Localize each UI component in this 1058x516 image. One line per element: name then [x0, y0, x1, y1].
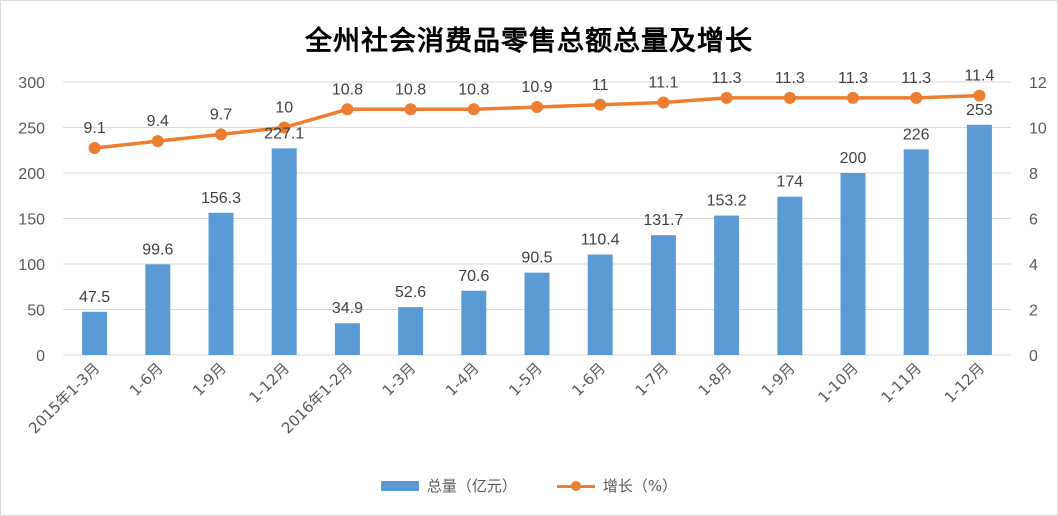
bar — [461, 290, 487, 355]
y-left-tick-label: 150 — [18, 212, 45, 229]
y-left-tick-label: 200 — [18, 166, 45, 183]
bar — [271, 148, 297, 355]
line-point — [720, 91, 733, 104]
x-category-label: 1-12月 — [941, 359, 988, 406]
line-data-label: 11.4 — [964, 68, 994, 85]
line-data-label: 11.3 — [838, 70, 868, 87]
x-category-label: 1-10月 — [814, 359, 861, 406]
bar — [82, 311, 108, 355]
bar-data-label: 153.2 — [707, 193, 747, 210]
bar-data-label: 227.1 — [264, 125, 304, 142]
legend-swatch-bar — [380, 480, 419, 491]
x-category-label: 1-4月 — [442, 359, 483, 400]
line-data-label: 10 — [275, 100, 293, 117]
line-data-label: 11.1 — [648, 74, 678, 91]
bar-data-label: 90.5 — [521, 250, 552, 267]
line-point — [594, 98, 607, 111]
y-left-tick-label: 250 — [18, 121, 45, 138]
y-left-tick-label: 50 — [27, 303, 45, 320]
line-point — [151, 135, 164, 148]
line-point — [404, 103, 417, 116]
line-data-label: 9.7 — [210, 106, 232, 123]
x-category-label: 1-7月 — [632, 359, 673, 400]
bar-data-label: 226 — [903, 126, 930, 143]
x-category-label: 1-9月 — [189, 359, 230, 400]
y-right-tick-label: 0 — [1029, 348, 1038, 365]
line-point — [341, 103, 354, 116]
bar-data-label: 110.4 — [581, 232, 620, 249]
y-right-tick-label: 12 — [1029, 75, 1047, 92]
line-point — [847, 91, 859, 104]
line-data-label: 11.3 — [712, 70, 742, 87]
line-data-label: 11 — [592, 77, 609, 94]
bar — [714, 215, 740, 355]
line-data-label: 9.1 — [83, 120, 105, 137]
chart-title: 全州社会消费品零售总额总量及增长 — [305, 26, 753, 57]
bar — [840, 173, 866, 355]
line-point — [278, 121, 291, 134]
line-data-label: 10.8 — [458, 81, 489, 98]
bar — [145, 264, 171, 355]
bar — [903, 149, 929, 355]
line-data-label: 10.8 — [395, 81, 426, 98]
bar — [650, 235, 676, 355]
bar-data-label: 47.5 — [79, 289, 110, 306]
y-left-tick-label: 100 — [18, 257, 45, 274]
x-category-label: 1-6月 — [126, 359, 167, 400]
x-category-label: 1-12月 — [246, 359, 293, 406]
y-left-tick-label: 0 — [36, 348, 45, 365]
y-left-tick-label: 300 — [18, 75, 45, 92]
bar-data-label: 52.6 — [395, 284, 426, 301]
line-point — [910, 91, 923, 104]
y-right-tick-label: 4 — [1029, 257, 1038, 274]
line-point — [215, 128, 227, 141]
x-category-label: 1-9月 — [758, 359, 799, 400]
line-point — [531, 101, 543, 114]
legend-item-bar[interactable]: 总量（亿元） — [380, 475, 517, 496]
legend-swatch-line — [556, 480, 595, 492]
legend-label-line: 增长（%） — [602, 477, 678, 495]
x-category-label: 2015年1-3月 — [25, 359, 103, 437]
bar — [587, 254, 613, 355]
bar — [208, 212, 234, 355]
bar-data-label: 200 — [840, 150, 867, 167]
bar-data-label: 70.6 — [458, 268, 489, 285]
line-point — [88, 141, 101, 154]
bar-data-label: 99.6 — [142, 241, 173, 258]
y-right-tick-label: 10 — [1029, 121, 1047, 138]
legend-label-bar: 总量（亿元） — [426, 477, 517, 495]
y-right-tick-label: 2 — [1029, 303, 1038, 320]
chart-legend: 总量（亿元） 增长（%） — [1, 475, 1057, 496]
bar — [334, 323, 360, 355]
line-point — [467, 103, 480, 116]
line-point — [657, 96, 670, 109]
x-category-label: 1-8月 — [695, 359, 736, 400]
chart-plot-area: 0 50 100 150 200 250 300 0 2 4 6 8 10 12 47.5 99.6 156.3… — [18, 68, 1047, 438]
x-category-label: 1-3月 — [379, 359, 420, 400]
bar-data-label: 253 — [966, 102, 993, 119]
line-data-label: 9.4 — [147, 113, 169, 130]
bar — [777, 196, 803, 355]
line-data-label: 10.9 — [521, 79, 552, 96]
bar-data-label: 131.7 — [643, 212, 683, 229]
bar-data-label: 174 — [776, 174, 803, 191]
y-right-tick-label: 6 — [1029, 212, 1038, 229]
line-data-label: 11.3 — [775, 70, 805, 87]
legend-item-line[interactable]: 增长（%） — [556, 475, 678, 496]
line-data-label: 11.3 — [901, 70, 931, 87]
bar — [398, 307, 424, 355]
x-category-label: 1-6月 — [568, 359, 609, 400]
bar — [966, 124, 992, 356]
bar — [524, 272, 550, 355]
line-point — [783, 91, 796, 104]
x-category-label: 1-11月 — [878, 359, 925, 406]
bar-data-label: 156.3 — [201, 190, 241, 207]
x-category-label: 1-5月 — [505, 359, 546, 400]
y-right-tick-label: 8 — [1029, 166, 1038, 183]
line-point — [973, 89, 986, 102]
line-data-label: 10.8 — [332, 81, 363, 98]
bar-data-label: 34.9 — [332, 300, 363, 317]
